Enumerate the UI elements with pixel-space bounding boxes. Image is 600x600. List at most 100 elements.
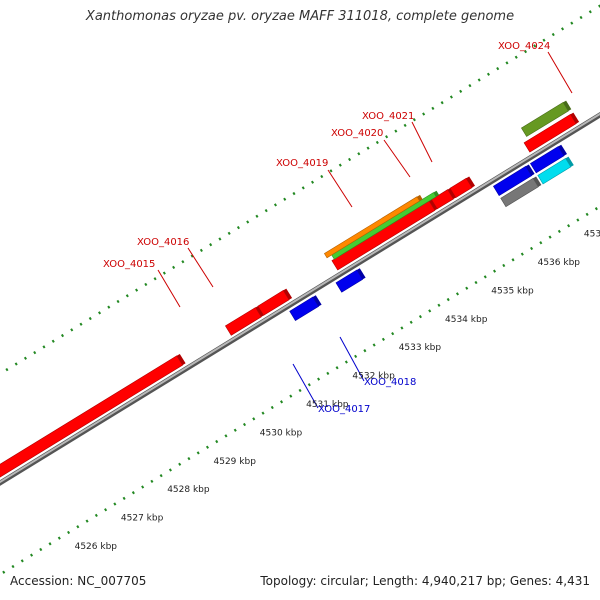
upper-ruler-tick: [283, 197, 287, 201]
gray-feature-block[interactable]: [500, 176, 542, 208]
upper-ruler-tick: [310, 180, 315, 184]
kbp-scale-labels: 4526 kbp 4527 kbp 4528 kbp 4529 kbp 4530 kbp…: [75, 230, 600, 552]
lower-ruler-tick: [585, 212, 589, 216]
kbp-scale-label: 4530 kbp: [260, 428, 303, 438]
forward-gene-block[interactable]: [523, 112, 580, 153]
lower-ruler-tick: [530, 246, 534, 251]
cyan-feature-block[interactable]: [537, 156, 574, 185]
upper-ruler-tick: [505, 61, 509, 65]
lower-ruler-tick: [548, 235, 552, 239]
lower-ruler-tick: [483, 275, 487, 279]
upper-ruler-tick: [338, 163, 342, 167]
lower-ruler-tick: [539, 241, 543, 245]
genome-summary: Topology: circular; Length: 4,940,217 bp…: [260, 574, 590, 588]
upper-ruler-tick: [422, 112, 426, 116]
feature-blocks[interactable]: [0, 100, 580, 479]
lower-ruler-tick: [67, 530, 71, 535]
upper-ruler-tick: [348, 157, 352, 162]
lower-ruler-tick: [20, 559, 24, 563]
forward-gene-block[interactable]: [257, 288, 293, 316]
olive-feature-block[interactable]: [520, 100, 572, 137]
upper-ruler-tick: [14, 362, 18, 366]
forward-gene-block[interactable]: [449, 176, 475, 199]
gene-label[interactable]: XOO_4020: [331, 128, 383, 139]
upper-ruler-tick: [477, 78, 481, 82]
label-leader-lines: [157, 51, 573, 409]
lower-ruler-tick: [363, 349, 367, 353]
gene-label-leader: [187, 247, 214, 288]
gene-label[interactable]: XOO_4015: [103, 259, 155, 270]
gene-label[interactable]: XOO_4018: [364, 377, 416, 388]
gene-name-labels[interactable]: XOO_4015 XOO_4016 XOO_4017 XOO_4018 XOO_4019…: [103, 41, 550, 415]
lower-ruler-tick: [307, 383, 311, 387]
reverse-gene-block[interactable]: [529, 144, 567, 174]
lower-ruler-tick: [224, 434, 228, 438]
lower-ruler-tick: [159, 474, 163, 478]
lower-ruler-tick: [196, 451, 200, 455]
lower-ruler-tick: [326, 371, 330, 376]
upper-ruler-tick: [440, 101, 444, 105]
upper-ruler-tick: [23, 356, 27, 360]
upper-ruler-tick: [514, 55, 518, 59]
lower-ruler-tick: [520, 252, 524, 256]
orange-feature-block[interactable]: [323, 194, 423, 259]
lower-ruler-tick: [2, 570, 6, 574]
kbp-scale-label: 4534 kbp: [445, 315, 488, 325]
lower-ruler-tick: [381, 337, 385, 341]
gene-label-leader: [383, 139, 411, 178]
upper-ruler-tick: [588, 10, 592, 14]
lower-ruler-tick: [437, 303, 441, 307]
lower-ruler-tick: [474, 280, 478, 285]
lower-ruler-tick: [317, 377, 321, 381]
lower-ruler-tick: [261, 411, 265, 415]
reverse-gene-block[interactable]: [289, 295, 322, 322]
upper-ruler-tick: [561, 27, 565, 31]
upper-ruler-tick: [292, 191, 296, 196]
lower-ruler-tick: [48, 542, 52, 546]
upper-ruler-tick: [33, 350, 37, 355]
upper-ruler-tick: [357, 152, 361, 156]
upper-ruler-tick: [227, 231, 231, 235]
gene-label[interactable]: XOO_4016: [137, 237, 189, 248]
upper-ruler-tick: [385, 135, 389, 139]
lower-ruler-tick: [242, 422, 247, 427]
gene-label-leader: [547, 51, 573, 94]
upper-ruler-tick: [199, 248, 203, 252]
gene-label[interactable]: XOO_4021: [362, 111, 414, 122]
upper-ruler-tick: [144, 282, 148, 287]
upper-ruler-tick: [116, 299, 120, 304]
gene-label[interactable]: XOO_4019: [276, 158, 328, 169]
gene-label[interactable]: XOO_4017: [318, 404, 370, 415]
upper-ruler-tick: [51, 339, 55, 343]
lower-ruler-tick: [400, 326, 404, 330]
forward-gene-block[interactable]: [0, 354, 186, 479]
upper-ruler-tick: [209, 243, 213, 247]
kbp-scale-label: 4527 kbp: [121, 514, 164, 524]
gene-label[interactable]: XOO_4024: [498, 41, 550, 52]
forward-gene-block[interactable]: [331, 199, 438, 271]
upper-ruler-tick: [88, 316, 92, 321]
reverse-gene-block[interactable]: [335, 268, 366, 293]
genome-axis: [0, 112, 600, 486]
lower-ruler-tick: [85, 519, 89, 523]
upper-ruler-tick: [301, 186, 305, 190]
upper-ruler-tick: [459, 89, 463, 93]
forward-gene-block[interactable]: [224, 305, 265, 336]
upper-ruler-ticks: [5, 4, 600, 372]
upper-ruler-tick: [570, 21, 574, 25]
upper-ruler-tick: [412, 118, 416, 122]
upper-ruler-tick: [172, 265, 176, 270]
reverse-gene-block[interactable]: [492, 164, 535, 197]
lower-ruler-tick: [252, 417, 256, 421]
upper-ruler-tick: [366, 146, 370, 150]
lower-ruler-tick: [150, 479, 154, 483]
upper-ruler-tick: [236, 226, 240, 230]
gene-label-leader: [157, 269, 181, 308]
lower-ruler-tick: [205, 445, 209, 449]
upper-ruler-tick: [273, 203, 278, 207]
gene-label-leader: [339, 336, 365, 382]
upper-ruler-tick: [190, 254, 194, 258]
upper-ruler-tick: [125, 294, 129, 298]
upper-ruler-tick: [468, 84, 472, 88]
